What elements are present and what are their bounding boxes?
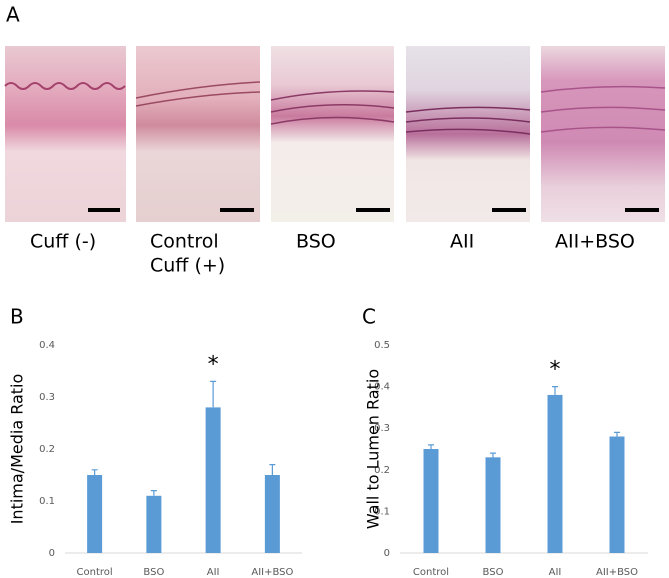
bar (146, 495, 162, 553)
x-tick-label: AII (207, 567, 220, 578)
x-tick-label: AII+BSO (596, 567, 638, 578)
image-caption: Cuff (-) (30, 231, 96, 253)
y-tick-label: 0.3 (374, 423, 390, 434)
error-bar (614, 431, 620, 437)
error-bar (210, 380, 217, 408)
y-tick-label: 0.4 (39, 340, 55, 351)
micrograph (406, 46, 530, 222)
micrographs (4, 46, 666, 222)
y-tick-label: 0.1 (39, 496, 55, 507)
micrograph (136, 46, 260, 222)
image-caption: AII (450, 231, 474, 253)
y-tick-label: 0 (384, 548, 390, 559)
y-tick-label: 0.4 (374, 382, 390, 393)
panel-label: A (6, 3, 20, 27)
y-tick-label: 0.3 (39, 392, 55, 403)
scale-bar (356, 208, 390, 212)
y-tick-label: 0.2 (374, 465, 390, 476)
x-tick-label: AII+BSO (251, 567, 293, 578)
bar (485, 457, 501, 553)
error-bar (269, 464, 276, 475)
error-bar (150, 490, 157, 496)
scale-bar (492, 208, 526, 212)
image-caption: BSO (296, 231, 336, 253)
bar (264, 475, 280, 553)
bar (609, 436, 625, 553)
y-axis-label: Wall to Lumen Ratio (364, 369, 383, 529)
panel-label: C (362, 305, 376, 329)
x-tick-label: Control (413, 567, 449, 578)
significance-marker: * (550, 358, 561, 383)
x-tick-label: Control (77, 567, 113, 578)
micrograph (271, 46, 394, 222)
y-tick-label: 0 (49, 548, 55, 559)
significance-marker: * (208, 352, 219, 377)
panel-label: B (10, 305, 24, 329)
bar (205, 407, 221, 553)
error-bar (428, 444, 434, 449)
y-tick-label: 0.5 (374, 340, 390, 351)
bar (547, 394, 563, 553)
scale-bar (625, 208, 659, 212)
scale-bar (220, 208, 254, 212)
y-tick-label: 0.2 (39, 444, 55, 455)
image-caption: Cuff (+) (150, 255, 225, 277)
micrograph (5, 46, 126, 222)
error-bar (552, 386, 558, 395)
bar (87, 475, 103, 553)
x-tick-label: AII (549, 567, 562, 578)
image-caption: AII+BSO (555, 231, 635, 253)
error-bar (490, 452, 496, 458)
bar (423, 449, 439, 553)
error-bar (91, 469, 98, 475)
y-axis-label: Intima/Media Ratio (8, 374, 27, 525)
micrograph (541, 46, 665, 222)
y-tick-label: 0.1 (374, 506, 390, 517)
x-tick-label: BSO (483, 567, 504, 578)
image-caption: Control (150, 231, 219, 253)
scale-bar (88, 208, 120, 212)
x-tick-label: BSO (143, 567, 164, 578)
